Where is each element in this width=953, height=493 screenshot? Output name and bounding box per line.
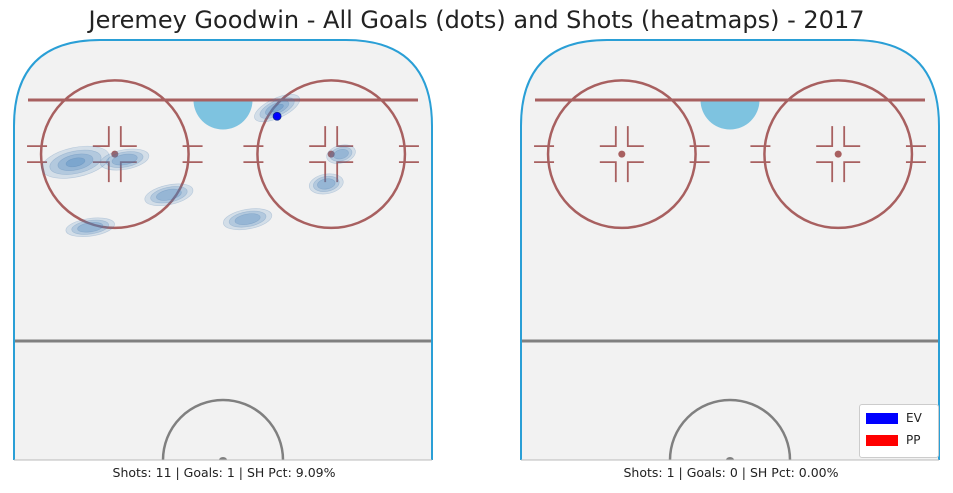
shot-density-contour (329, 146, 353, 162)
faceoff-hash (599, 161, 617, 183)
faceoff-hash (119, 126, 137, 148)
faceoff-hash (336, 161, 354, 183)
faceoff-hash (626, 161, 644, 183)
ice-surface (14, 40, 432, 460)
shot-density-contour (100, 148, 150, 171)
shot-density-contour (65, 217, 115, 237)
rink-left (13, 39, 433, 461)
shot-density-contour (144, 183, 194, 206)
shot-density-contour (317, 178, 336, 190)
goal-crease (193, 100, 253, 130)
faceoff-circle (256, 79, 407, 230)
shot-density-contour (270, 103, 284, 113)
shot-density-contour (65, 157, 86, 168)
shot-density-contour (228, 210, 267, 228)
legend-label-ev: EV (906, 411, 922, 425)
ice-surface (521, 40, 939, 460)
faceoff-hash (626, 126, 644, 148)
faceoff-circle (763, 79, 914, 230)
faceoff-hash (843, 161, 861, 183)
shot-density-contour (77, 222, 104, 233)
legend-item-pp: PP (866, 432, 920, 448)
legend-swatch-pp (866, 434, 898, 446)
faceoff-dot (618, 150, 626, 158)
faceoff-circle (39, 79, 190, 230)
shot-density-contour (156, 188, 182, 201)
shot-density-contour (41, 145, 110, 179)
legend-swatch-ev (866, 412, 898, 424)
faceoff-hash (336, 126, 354, 148)
faceoff-hash (309, 126, 327, 148)
faceoff-circle (546, 79, 697, 230)
shot-density-contour (71, 219, 110, 235)
faceoff-hash (92, 126, 110, 148)
shot-density-contour (57, 153, 94, 171)
goal-dot (272, 111, 282, 121)
shot-density-contour (313, 175, 340, 192)
heatmap-layer (41, 94, 356, 237)
faceoff-dot (834, 150, 842, 158)
faceoff-hash (843, 126, 861, 148)
faceoff-hash (309, 161, 327, 183)
faceoff-dot (111, 150, 119, 158)
shot-density-contour (150, 186, 188, 204)
boards (520, 39, 940, 460)
faceoff-hash (599, 126, 617, 148)
shot-density-contour (49, 149, 102, 175)
shot-density-contour (111, 153, 138, 166)
goal-crease (700, 100, 760, 130)
center-circle (668, 398, 792, 461)
shot-density-contour (333, 148, 349, 160)
shot-density-contour (105, 151, 144, 168)
legend-label-pp: PP (906, 433, 921, 447)
shot-density-contour (326, 144, 356, 164)
caption-right: Shots: 1 | Goals: 0 | SH Pct: 0.00% (623, 465, 839, 480)
rink-right (520, 39, 940, 461)
center-dot (219, 457, 227, 460)
caption-left: Shots: 11 | Goals: 1 | SH Pct: 9.09% (112, 465, 336, 480)
shot-density-contour (308, 173, 344, 195)
faceoff-hash (816, 126, 834, 148)
faceoff-hash (92, 161, 110, 183)
faceoff-hash (119, 161, 137, 183)
boards (13, 39, 433, 460)
legend-item-ev: EV (866, 410, 922, 426)
faceoff-dot (327, 150, 335, 158)
center-circle (161, 398, 285, 461)
center-dot (726, 457, 734, 460)
legend: EV PP (859, 404, 939, 458)
faceoff-hash (816, 161, 834, 183)
shot-density-contour (234, 213, 261, 225)
chart-title: Jeremey Goodwin - All Goals (dots) and S… (88, 6, 865, 34)
shot-density-contour (223, 208, 273, 231)
